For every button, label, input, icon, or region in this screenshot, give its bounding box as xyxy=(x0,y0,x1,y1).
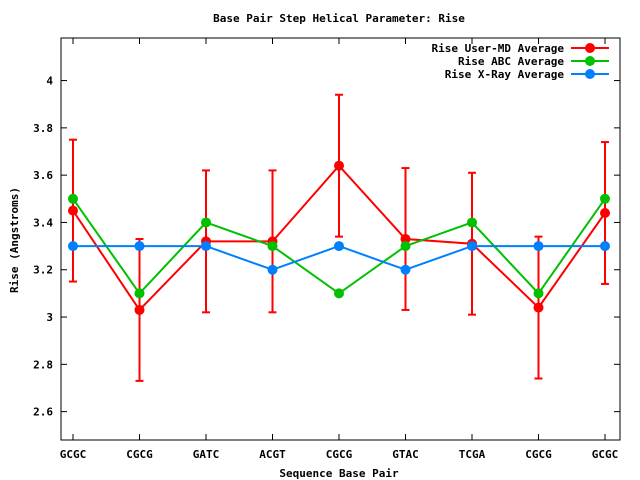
legend-swatch-marker xyxy=(585,69,595,79)
x-tick-label: GTAC xyxy=(392,448,419,461)
y-tick-label: 2.8 xyxy=(33,358,53,371)
x-tick-label: GCGC xyxy=(60,448,87,461)
y-tick-label: 3.2 xyxy=(33,264,53,277)
x-tick-label: GATC xyxy=(193,448,220,461)
legend-label: Rise X-Ray Average xyxy=(445,68,565,81)
plot-frame xyxy=(60,37,621,441)
data-point xyxy=(467,241,477,252)
y-tick-label: 3.4 xyxy=(33,216,53,229)
y-axis: 2.6 2.8 3 3.2 3.4 3.6 3.8 4 xyxy=(33,75,620,419)
data-point xyxy=(400,234,411,244)
data-point xyxy=(201,241,211,252)
data-point xyxy=(68,193,78,204)
data-point xyxy=(334,160,344,171)
data-point xyxy=(600,241,610,252)
data-point xyxy=(533,288,544,299)
data-point xyxy=(68,241,78,252)
data-point xyxy=(467,217,477,228)
data-point xyxy=(334,241,344,252)
data-point xyxy=(600,193,610,204)
series-3 xyxy=(68,241,610,275)
legend-label: Rise User-MD Average xyxy=(432,42,565,55)
y-tick-label: 3 xyxy=(46,311,53,324)
data-point xyxy=(400,264,411,275)
data-point xyxy=(134,288,145,299)
x-axis-label: Sequence Base Pair xyxy=(279,467,399,480)
series-layer xyxy=(68,93,610,382)
x-tick-label: CGCG xyxy=(525,448,552,461)
y-tick-label: 2.6 xyxy=(33,406,53,419)
x-tick-label: TCGA xyxy=(459,448,486,461)
data-point xyxy=(533,302,544,313)
legend-swatch-marker xyxy=(585,43,595,53)
x-tick-label: CGCG xyxy=(326,448,353,461)
series-1 xyxy=(68,93,610,382)
data-point xyxy=(533,241,544,252)
data-point xyxy=(400,241,411,252)
data-point xyxy=(334,288,344,299)
data-point xyxy=(267,264,278,275)
y-tick-label: 3.8 xyxy=(33,122,53,135)
x-tick-label: ACGT xyxy=(259,448,286,461)
data-point xyxy=(68,205,78,216)
data-point xyxy=(134,241,145,252)
data-point xyxy=(267,241,278,252)
y-tick-label: 3.6 xyxy=(33,169,53,182)
series-2 xyxy=(68,193,610,299)
legend-label: Rise ABC Average xyxy=(458,55,564,68)
x-tick-label: GCGC xyxy=(592,448,619,461)
data-point xyxy=(201,217,211,228)
chart-title: Base Pair Step Helical Parameter: Rise xyxy=(213,12,465,25)
x-axis: GCGC CGCG GATC ACGT CGCG GTAC TCGA CGCG GCGC xyxy=(60,38,619,461)
x-tick-label: CGCG xyxy=(126,448,153,461)
data-point xyxy=(600,207,610,218)
legend-swatch-marker xyxy=(585,56,595,66)
y-tick-label: 4 xyxy=(46,75,53,88)
y-axis-label: Rise (Angstroms) xyxy=(8,187,21,293)
data-point xyxy=(134,304,145,315)
